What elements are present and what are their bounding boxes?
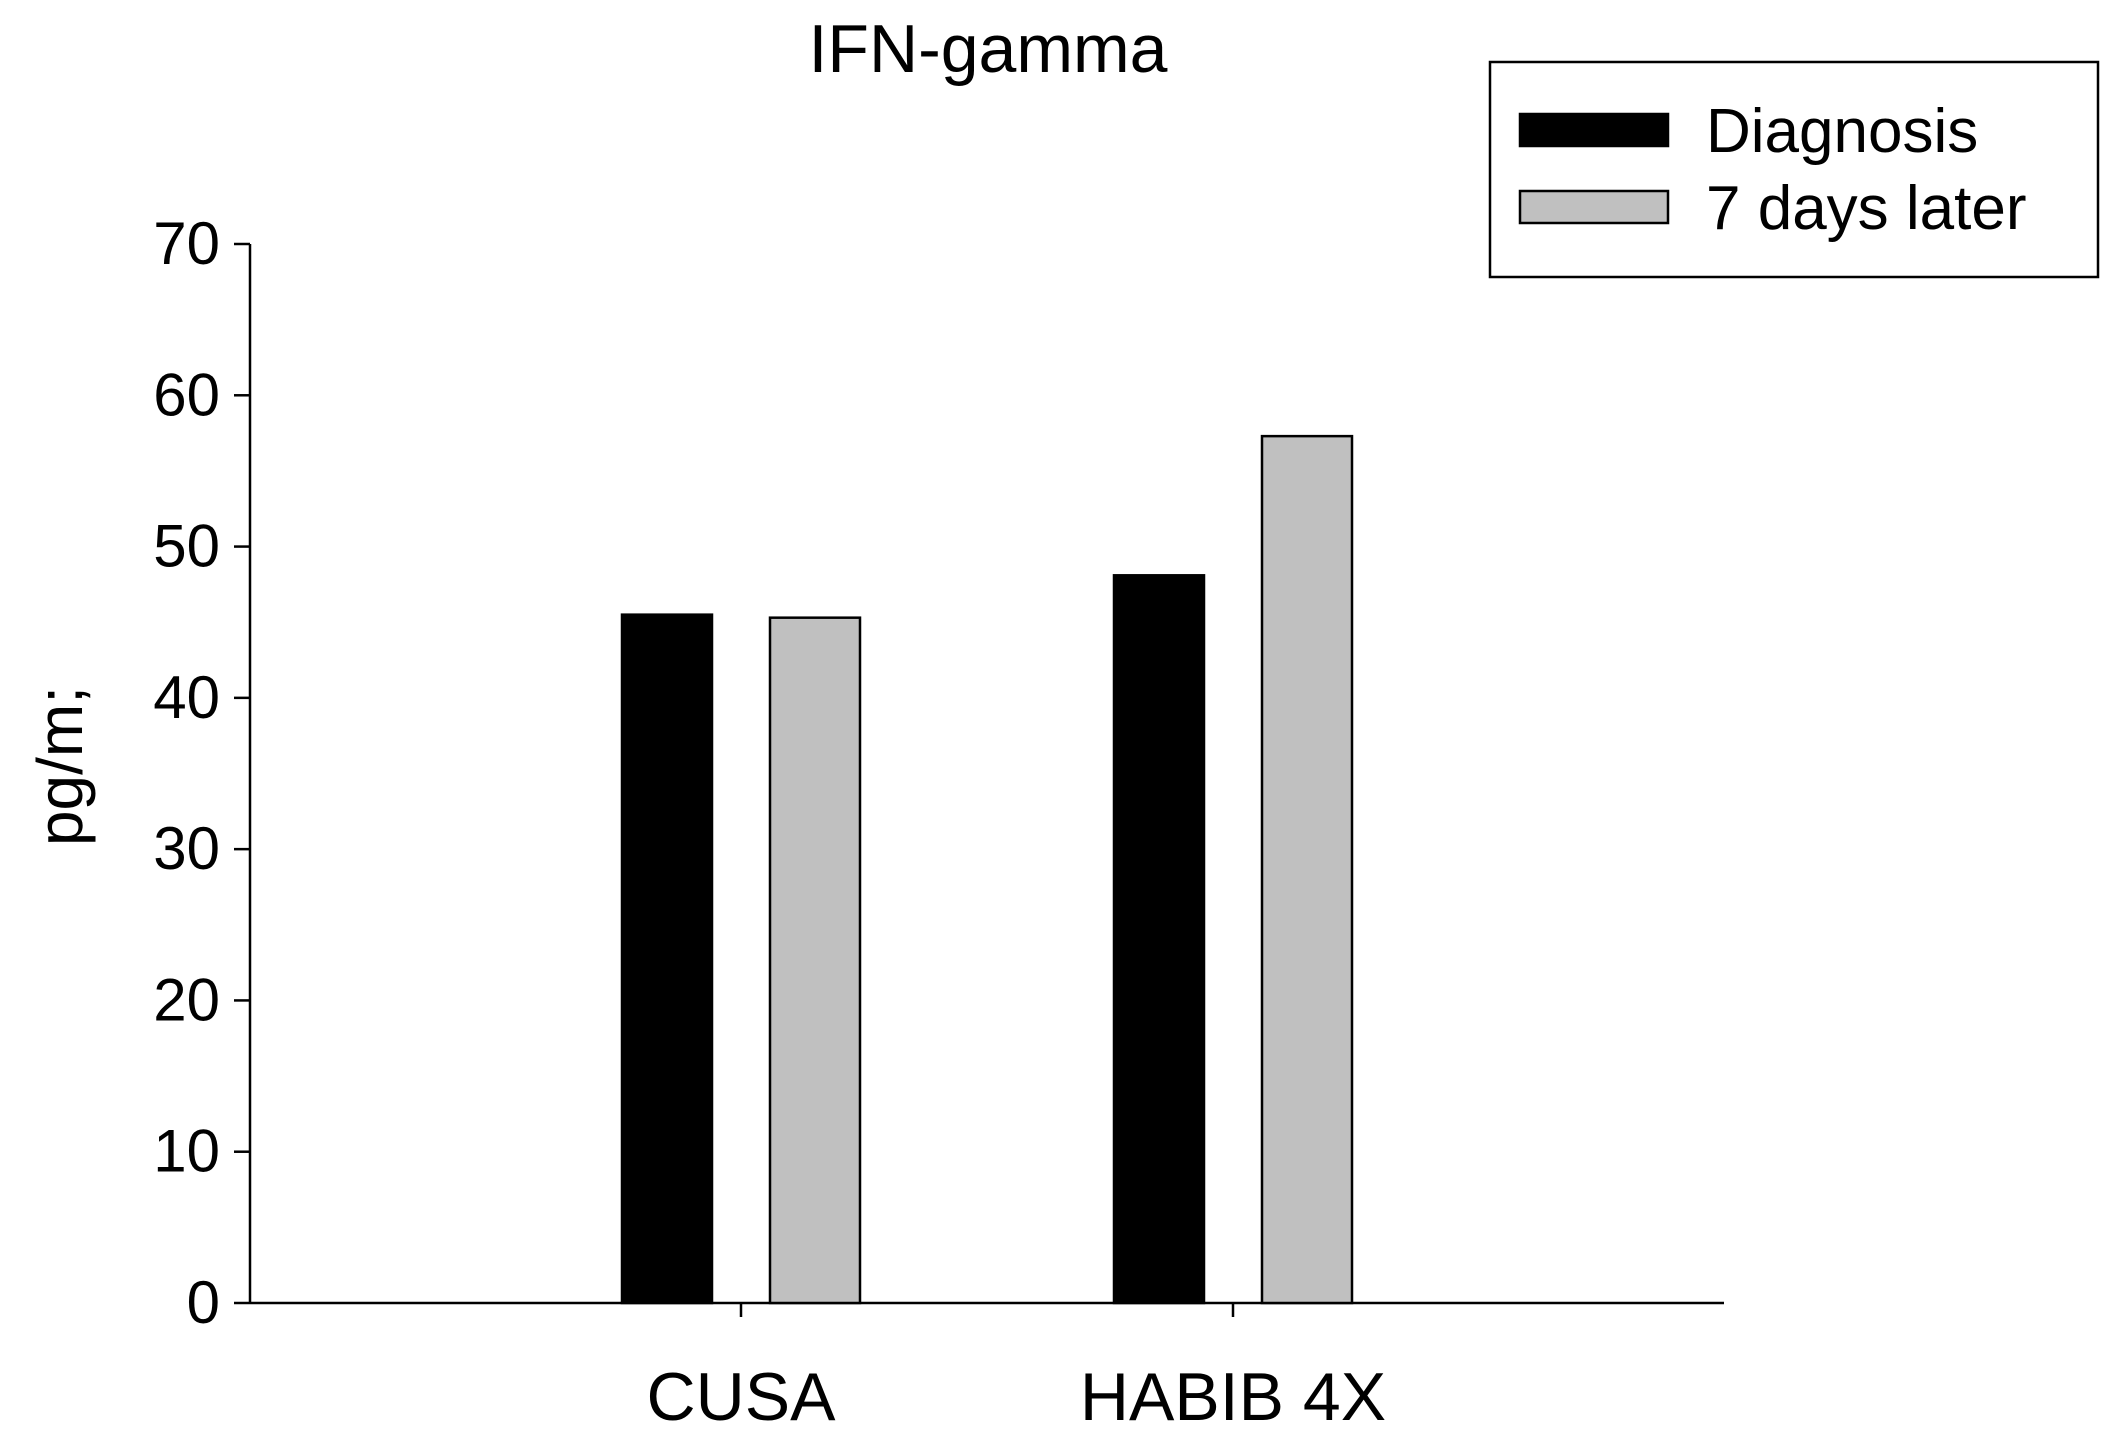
legend: Diagnosis 7 days later bbox=[1488, 60, 2100, 279]
y-axis-ticks: 0 10 20 30 40 50 60 70 bbox=[153, 210, 250, 1336]
y-tick-label: 0 bbox=[187, 1269, 220, 1336]
legend-label: 7 days later bbox=[1706, 174, 2027, 243]
bar-7-days-later-habib-4x bbox=[1260, 434, 1354, 1305]
legend-box bbox=[1488, 60, 2100, 279]
y-tick-label: 60 bbox=[153, 361, 220, 428]
bars bbox=[620, 434, 1354, 1305]
bar-diagnosis-cusa bbox=[620, 613, 714, 1305]
y-tick-label: 20 bbox=[153, 966, 220, 1033]
y-tick-label: 50 bbox=[153, 513, 220, 580]
legend-swatch bbox=[1518, 189, 1670, 225]
y-tick-label: 40 bbox=[153, 664, 220, 731]
bar-7-days-later-cusa bbox=[768, 616, 862, 1305]
chart-title: IFN-gamma bbox=[809, 11, 1168, 87]
y-axis-label: pg/m; bbox=[24, 686, 96, 846]
y-tick-label: 30 bbox=[153, 815, 220, 882]
x-tick-label: HABIB 4X bbox=[1080, 1359, 1386, 1435]
legend-label: Diagnosis bbox=[1706, 97, 1978, 166]
bar-diagnosis-habib-4x bbox=[1112, 574, 1206, 1305]
x-tick-label: CUSA bbox=[647, 1359, 837, 1435]
y-tick-label: 70 bbox=[153, 210, 220, 277]
legend-swatch bbox=[1518, 112, 1670, 148]
plot-area: 0 10 20 30 40 50 60 70 CUSA HABIB 4X bbox=[153, 210, 1724, 1435]
x-axis-ticks: CUSA HABIB 4X bbox=[647, 1303, 1386, 1435]
y-tick-label: 10 bbox=[153, 1118, 220, 1185]
